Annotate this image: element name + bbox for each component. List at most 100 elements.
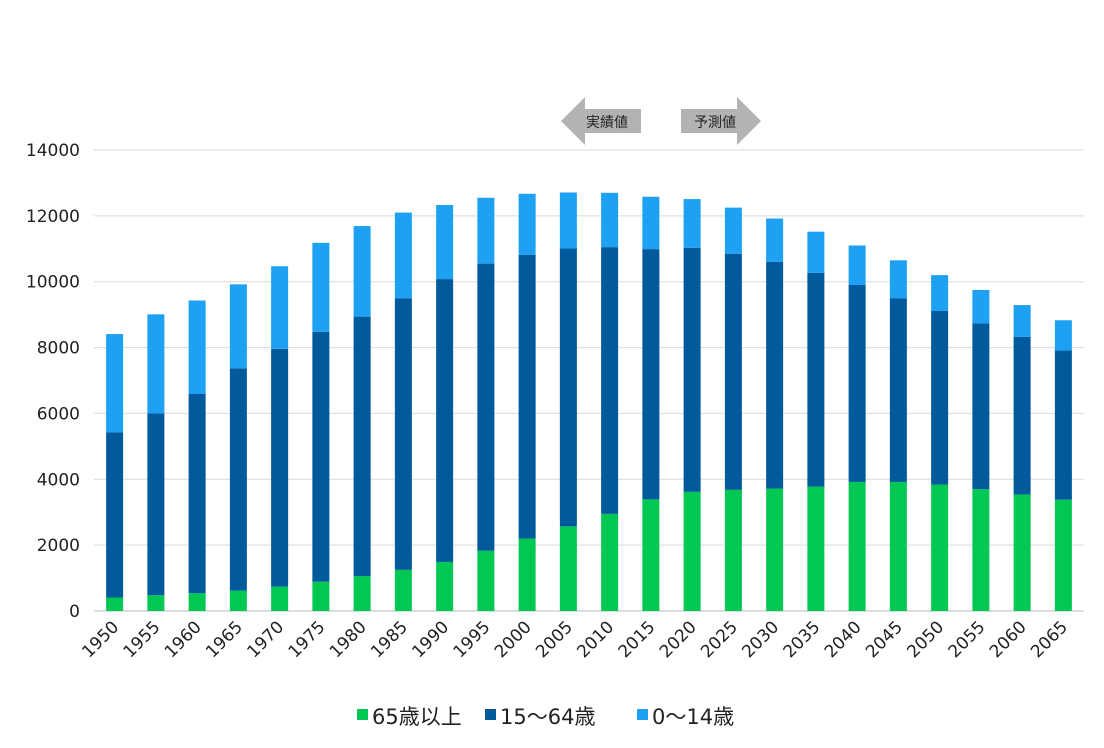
bars xyxy=(106,192,1072,611)
bar-2015-series-0 xyxy=(642,499,660,611)
bar-1950-series-2 xyxy=(106,334,124,433)
bar-2025-series-1 xyxy=(724,253,742,490)
bar-2035-series-0 xyxy=(807,486,825,611)
y-tick-label: 0 xyxy=(69,602,80,622)
x-tick-label: 1975 xyxy=(285,617,330,662)
bar-1985-series-2 xyxy=(394,212,412,299)
x-tick-label: 2055 xyxy=(945,617,990,662)
bar-1990-series-0 xyxy=(436,561,454,611)
bar-2055-series-2 xyxy=(972,289,990,324)
forecast-values-label: 予測値 xyxy=(694,115,736,131)
bar-1995-series-0 xyxy=(477,550,495,611)
x-tick-label: 1970 xyxy=(243,617,288,662)
bar-2005-series-2 xyxy=(559,192,577,249)
bar-2050-series-0 xyxy=(931,484,949,611)
bar-1980-series-2 xyxy=(353,226,371,317)
bar-2060-series-0 xyxy=(1013,494,1031,611)
bar-1955-series-2 xyxy=(147,314,165,414)
bar-1985-series-1 xyxy=(394,298,412,570)
bar-1970-series-2 xyxy=(271,266,289,349)
x-tick-label: 2060 xyxy=(986,617,1031,662)
y-axis-ticks: 0 2000 4000 6000 8000 10000 12000 14000 xyxy=(26,141,80,622)
legend-swatch-0 xyxy=(357,709,368,720)
right-arrow-shape xyxy=(681,97,761,145)
bar-1990-series-1 xyxy=(436,279,454,562)
bar-2020-series-1 xyxy=(683,247,701,492)
bar-1965-series-0 xyxy=(229,590,247,611)
bar-2015-series-1 xyxy=(642,249,660,500)
x-tick-label: 1990 xyxy=(408,617,453,662)
bar-1965-series-1 xyxy=(229,368,247,591)
bar-1980-series-1 xyxy=(353,316,371,577)
bar-2035-series-1 xyxy=(807,272,825,487)
bar-2025-series-0 xyxy=(724,489,742,611)
x-tick-label: 2015 xyxy=(615,617,660,662)
x-tick-label: 1965 xyxy=(202,617,247,662)
actual-values-label: 実績値 xyxy=(586,115,628,131)
bar-2055-series-0 xyxy=(972,489,990,611)
y-tick-label: 8000 xyxy=(37,339,80,359)
bar-2040-series-2 xyxy=(848,245,866,286)
bar-2020-series-2 xyxy=(683,199,701,248)
bar-1960-series-2 xyxy=(188,300,206,395)
x-tick-label: 2005 xyxy=(532,617,577,662)
actual-values-arrow: 実績値 xyxy=(561,97,641,145)
x-tick-label: 2035 xyxy=(780,617,825,662)
forecast-values-arrow: 予測値 xyxy=(681,97,761,145)
bar-2060-series-2 xyxy=(1013,305,1031,337)
bar-2010-series-1 xyxy=(601,247,619,514)
bar-1955-series-0 xyxy=(147,595,165,611)
bar-2030-series-2 xyxy=(766,218,784,262)
bar-2045-series-2 xyxy=(889,260,907,299)
bar-2065-series-2 xyxy=(1054,320,1072,351)
y-tick-label: 10000 xyxy=(26,273,80,293)
legend-label-2: 0～14歳 xyxy=(652,705,734,729)
bar-1955-series-1 xyxy=(147,413,165,596)
bar-2005-series-1 xyxy=(559,248,577,527)
bar-1965-series-2 xyxy=(229,284,247,369)
legend-swatch-1 xyxy=(485,709,496,720)
x-tick-label: 1955 xyxy=(120,617,165,662)
x-tick-label: 1995 xyxy=(450,617,495,662)
bar-2040-series-1 xyxy=(848,285,866,482)
bar-2050-series-1 xyxy=(931,311,949,485)
bar-2005-series-0 xyxy=(559,526,577,611)
bar-2040-series-0 xyxy=(848,481,866,611)
left-arrow-shape xyxy=(561,97,641,145)
bar-2010-series-0 xyxy=(601,513,619,611)
legend-label-0: 65歳以上 xyxy=(372,705,462,729)
bar-1950-series-1 xyxy=(106,432,124,598)
bar-1960-series-0 xyxy=(188,593,206,611)
bar-2060-series-1 xyxy=(1013,336,1031,495)
bar-2010-series-2 xyxy=(601,192,619,248)
bar-1995-series-1 xyxy=(477,263,495,551)
bar-2000-series-1 xyxy=(518,254,536,539)
bar-1970-series-1 xyxy=(271,348,289,587)
x-tick-label: 1985 xyxy=(367,617,412,662)
bar-2020-series-0 xyxy=(683,491,701,611)
legend-label-1: 15～64歳 xyxy=(500,705,595,729)
bar-2045-series-1 xyxy=(889,298,907,482)
bar-1975-series-0 xyxy=(312,581,330,611)
x-tick-label: 2025 xyxy=(697,617,742,662)
x-tick-label: 2000 xyxy=(491,617,536,662)
bar-2055-series-1 xyxy=(972,323,990,490)
x-tick-label: 2065 xyxy=(1027,617,1072,662)
bar-1995-series-2 xyxy=(477,197,495,264)
bar-2065-series-0 xyxy=(1054,499,1072,611)
legend-swatch-2 xyxy=(637,709,648,720)
y-tick-label: 4000 xyxy=(37,470,80,490)
x-tick-label: 2020 xyxy=(656,617,701,662)
bar-1990-series-2 xyxy=(436,204,454,280)
x-tick-label: 1960 xyxy=(161,617,206,662)
bar-2025-series-2 xyxy=(724,207,742,254)
x-tick-label: 1980 xyxy=(326,617,371,662)
bar-1950-series-0 xyxy=(106,597,124,611)
bar-1975-series-2 xyxy=(312,242,330,332)
bar-2065-series-1 xyxy=(1054,350,1072,500)
x-tick-label: 2050 xyxy=(903,617,948,662)
bar-2000-series-0 xyxy=(518,538,536,611)
bar-1970-series-0 xyxy=(271,586,289,611)
